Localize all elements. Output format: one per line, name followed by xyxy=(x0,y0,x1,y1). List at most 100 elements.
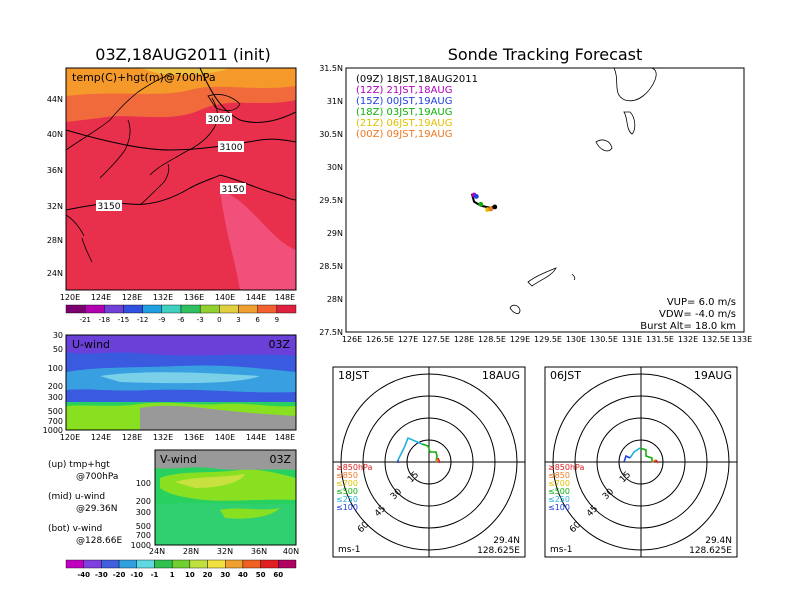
panel-notes: (up) tmp+hgt @700hPa (mid) u-wind @29.36… xyxy=(48,460,122,546)
hodo-date: 18AUG xyxy=(482,369,520,382)
x-tick-label: 148E xyxy=(275,433,295,442)
level-label: ≤500 xyxy=(336,487,358,496)
y-tick-label: 700 xyxy=(136,531,151,540)
x-tick-label: 32N xyxy=(217,547,233,556)
sonde-track-map: (09Z) 18JST,18AUG2011(12Z) 21JST,18AUG(1… xyxy=(319,64,752,344)
colorbar-swatch xyxy=(199,304,220,314)
legend-entry: (00Z) 09JST,19AUG xyxy=(356,129,453,140)
note-line: @29.36N xyxy=(76,504,118,514)
colorbar-swatch xyxy=(104,304,124,314)
hodograph-trace xyxy=(623,454,631,463)
y-tick-label: 29.5N xyxy=(319,196,343,205)
x-tick-label: 127.5E xyxy=(422,335,450,344)
x-tick-label: 124E xyxy=(91,433,111,442)
level-label: ≤700 xyxy=(548,479,570,488)
y-tick-label: 31.5N xyxy=(319,64,343,73)
v-wind-time: 03Z xyxy=(269,453,291,466)
temperature-height-map: temp(C)+hgt(m)@700hPa 3050 3100 3150 315… xyxy=(47,67,297,324)
colorbar-swatch xyxy=(123,304,143,314)
u-wind-x-axis: 120E 124E 128E 132E 136E 140E 144E 148E xyxy=(60,433,295,442)
colorbar-swatch xyxy=(238,304,258,314)
colorbar-swatch xyxy=(142,304,163,314)
x-tick-label: 124E xyxy=(91,293,111,302)
hodograph-trace xyxy=(651,459,657,463)
level-label: ≤500 xyxy=(548,487,570,496)
x-tick-label: 132E xyxy=(678,335,698,344)
v-wind-y-axis: 100 200 300 500 700 1000 xyxy=(131,479,151,550)
colorbar-swatch xyxy=(242,559,261,569)
colorbar-label: -6 xyxy=(178,316,186,324)
v-wind-cross-section: V-wind 03Z 100 200 300 500 700 1000 24N … xyxy=(65,449,299,579)
colorbar-label: -9 xyxy=(158,316,165,324)
x-tick-label: 40N xyxy=(283,547,299,556)
svg-text:3150: 3150 xyxy=(222,185,245,195)
y-tick-label: 28.5N xyxy=(319,262,343,271)
hodograph-trace xyxy=(655,459,659,464)
hodo-unit: ms-1 xyxy=(338,545,360,555)
map-band-yellow xyxy=(140,68,230,75)
y-tick-label: 24N xyxy=(47,269,63,278)
y-tick-label: 40N xyxy=(47,130,63,139)
legend-entry: (21Z) 06JST,19AUG xyxy=(356,118,453,129)
note-line: @700hPa xyxy=(76,472,118,482)
note-line: (mid) u-wind xyxy=(48,492,105,502)
island-outline xyxy=(595,139,613,152)
y-tick-label: 1000 xyxy=(131,541,151,550)
y-tick-label: 50 xyxy=(53,345,63,354)
y-tick-label: 29N xyxy=(327,229,343,238)
colorbar-label: 30 xyxy=(220,571,230,579)
hodograph-trace xyxy=(437,457,441,464)
colorbar-swatch xyxy=(154,559,173,569)
x-tick-label: 128E xyxy=(122,433,142,442)
x-tick-label: 132E xyxy=(153,293,173,302)
contour-label: 3150 xyxy=(96,200,122,212)
sonde-landing-point xyxy=(478,201,484,207)
hodograph-trace xyxy=(629,447,641,459)
colorbar-label: 40 xyxy=(238,571,248,579)
y-tick-label: 28N xyxy=(327,295,343,304)
colorbar-swatch xyxy=(65,304,86,314)
sonde-landing-point xyxy=(488,206,494,212)
contour-label: 3150 xyxy=(220,183,246,195)
hodograph-trace xyxy=(639,447,653,462)
y-tick-label: 300 xyxy=(48,393,63,402)
v-wind-x-axis: 24N 28N 32N 36N 40N xyxy=(149,547,299,556)
hodo-time: 18JST xyxy=(338,369,369,382)
y-tick-label: 30 xyxy=(53,331,63,340)
x-tick-label: 144E xyxy=(246,293,266,302)
left-title: 03Z,18AUG2011 (init) xyxy=(95,45,270,64)
hodo-unit: ms-1 xyxy=(550,545,572,555)
colorbar-label: -10 xyxy=(130,571,143,579)
colorbar-label: -1 xyxy=(151,571,159,579)
x-tick-label: 133E xyxy=(732,335,752,344)
colorbar-label: 10 xyxy=(185,571,195,579)
y-tick-label: 28N xyxy=(47,236,63,245)
colorbar-label: -40 xyxy=(77,571,90,579)
v-wind-label: V-wind xyxy=(160,453,197,466)
x-tick-label: 136E xyxy=(184,433,204,442)
track-legend: (09Z) 18JST,18AUG2011(12Z) 21JST,18AUG(1… xyxy=(356,74,478,140)
y-tick-label: 44N xyxy=(47,95,63,104)
track-info: VUP= 6.0 m/s VDW= -4.0 m/s Burst Alt= 18… xyxy=(640,297,736,332)
colorbar-swatch xyxy=(83,559,102,569)
y-tick-label: 36N xyxy=(47,166,63,175)
x-tick-label: 128.5E xyxy=(478,335,506,344)
hodograph-trace xyxy=(397,436,423,461)
colorbar-label: -15 xyxy=(118,316,129,324)
x-tick-label: 28N xyxy=(183,547,199,556)
x-tick-label: 148E xyxy=(275,293,295,302)
y-tick-label: 100 xyxy=(48,364,63,373)
level-label: ≤250 xyxy=(548,495,570,504)
colorbar-label: -12 xyxy=(137,316,148,324)
legend-entry: (18Z) 03JST,19AUG xyxy=(356,107,453,118)
svg-text:3150: 3150 xyxy=(98,202,121,212)
info-line: VDW= -4.0 m/s xyxy=(659,309,736,320)
x-tick-label: 131.5E xyxy=(646,335,674,344)
colorbar-label: -30 xyxy=(95,571,108,579)
y-tick-label: 30N xyxy=(327,163,343,172)
svg-text:3050: 3050 xyxy=(208,115,231,125)
colorbar-label: 3 xyxy=(236,316,240,324)
island-outline xyxy=(613,68,657,102)
level-label: ≤100 xyxy=(336,503,358,512)
colorbar-swatch xyxy=(207,559,226,569)
